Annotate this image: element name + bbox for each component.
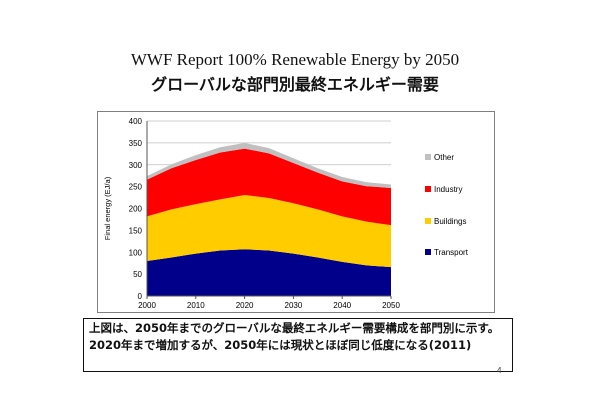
legend: Other Industry Buildings Transport [425, 153, 469, 257]
legend-label-industry: Industry [434, 185, 462, 194]
page-number: 4 [497, 366, 502, 375]
x-tick-label: 2050 [382, 301, 400, 310]
stacked-area-chart: 0 50 100 150 200 250 300 350 400 2000 2010 2020 2030… [103, 117, 469, 310]
area-buildings [147, 194, 391, 268]
x-tick-label: 2020 [236, 301, 254, 310]
area-other [147, 142, 391, 188]
y-tick-label: 50 [133, 270, 142, 279]
legend-label-other: Other [434, 153, 454, 162]
y-tick-label: 300 [129, 161, 143, 170]
legend-label-buildings: Buildings [434, 217, 466, 226]
x-tick-label: 2010 [187, 301, 205, 310]
legend-swatch-industry [425, 186, 431, 192]
legend-swatch-other [425, 154, 431, 160]
y-tick-label: 0 [138, 292, 143, 301]
chart-frame: 0 50 100 150 200 250 300 350 400 2000 2010 2020 2030… [97, 111, 495, 313]
y-tick-label: 150 [129, 226, 143, 235]
axis-layer: 0 50 100 150 200 250 300 350 400 2000 2010 2020 2030… [103, 117, 400, 310]
area-industry [147, 148, 391, 226]
area-transport [147, 249, 391, 296]
x-tick-label: 2000 [138, 301, 156, 310]
y-axis-label: Final energy (EJ/a) [103, 176, 112, 240]
legend-swatch-buildings [425, 218, 431, 224]
slide-subtitle: グローバルな部門別最終エネルギー需要 [151, 75, 439, 94]
legend-label-transport: Transport [434, 248, 469, 257]
caption-box: 上図は、2050年までのグローバルな最終エネルギー需要構成を部門別に示す。202… [83, 318, 513, 372]
y-tick-label: 100 [129, 248, 143, 257]
slide-title: WWF Report 100% Renewable Energy by 2050 [130, 50, 460, 69]
x-tick-label: 2030 [285, 301, 303, 310]
y-tick-label: 250 [129, 183, 143, 192]
caption-text: 上図は、2050年までのグローバルな最終エネルギー需要構成を部門別に示す。202… [89, 321, 500, 352]
area-layer [147, 142, 391, 296]
legend-swatch-transport [425, 249, 431, 255]
y-tick-label: 350 [129, 139, 143, 148]
x-tick-label: 2040 [333, 301, 351, 310]
y-tick-label: 200 [129, 205, 143, 214]
y-tick-label: 400 [129, 117, 143, 126]
